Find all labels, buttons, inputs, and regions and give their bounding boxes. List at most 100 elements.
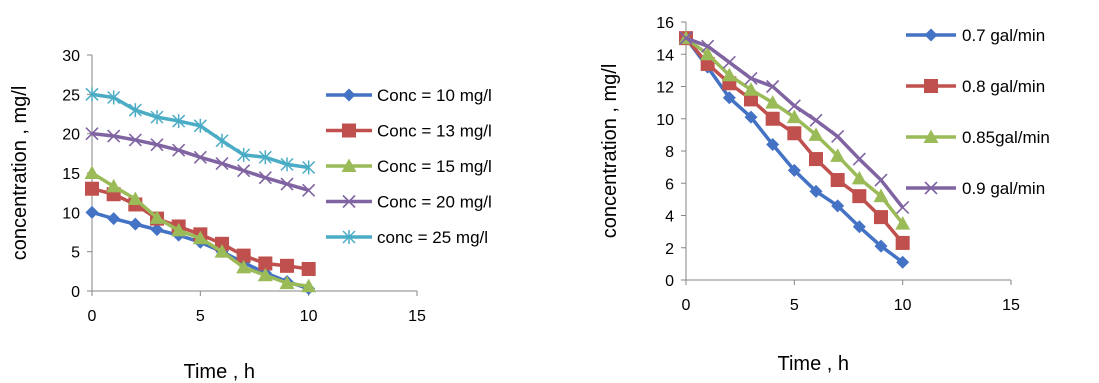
data-point bbox=[280, 157, 294, 172]
data-point bbox=[257, 267, 273, 282]
series-2 bbox=[84, 165, 317, 293]
data-point bbox=[150, 110, 164, 125]
legend-marker bbox=[924, 181, 938, 195]
data-point bbox=[237, 147, 251, 162]
y-tick-label: 2 bbox=[665, 241, 674, 258]
data-point bbox=[809, 113, 823, 127]
data-point bbox=[744, 110, 758, 124]
data-point bbox=[172, 143, 186, 157]
data-point bbox=[215, 156, 229, 171]
data-point bbox=[215, 236, 229, 251]
y-tick-label: 4 bbox=[665, 209, 674, 226]
legend-entry: 0.7 gal/min bbox=[906, 26, 1045, 45]
data-point bbox=[786, 109, 802, 124]
x-tick-label: 15 bbox=[1002, 297, 1020, 314]
data-point bbox=[85, 181, 99, 196]
data-point bbox=[765, 95, 781, 109]
data-point bbox=[193, 118, 207, 133]
data-point bbox=[85, 205, 99, 219]
legend-marker bbox=[923, 129, 939, 143]
data-point bbox=[280, 258, 294, 273]
data-point bbox=[214, 244, 230, 258]
data-point bbox=[236, 259, 252, 274]
data-point bbox=[280, 177, 294, 191]
legend-marker bbox=[342, 123, 356, 138]
data-point bbox=[258, 256, 273, 271]
y-tick-label: 12 bbox=[656, 80, 674, 97]
data-point bbox=[896, 200, 910, 215]
data-point bbox=[765, 111, 780, 126]
data-point bbox=[279, 275, 295, 290]
data-point bbox=[128, 217, 142, 231]
data-point bbox=[787, 163, 801, 177]
data-point bbox=[128, 103, 142, 118]
data-point bbox=[84, 165, 100, 179]
x-tick-label: 15 bbox=[408, 308, 426, 325]
data-point bbox=[766, 79, 780, 94]
data-point bbox=[831, 199, 845, 213]
legend-label: 0.7 gal/min bbox=[962, 26, 1045, 45]
data-point bbox=[679, 31, 693, 45]
data-point bbox=[787, 99, 801, 113]
data-point bbox=[851, 170, 867, 185]
data-point bbox=[744, 92, 758, 107]
y-tick-label: 30 bbox=[62, 48, 80, 65]
x-axis-title: Time , h bbox=[184, 361, 256, 383]
y-tick-label: 10 bbox=[62, 205, 80, 222]
y-tick-label: 16 bbox=[656, 15, 674, 32]
y-tick-label: 14 bbox=[656, 47, 674, 64]
data-point bbox=[852, 220, 866, 234]
data-point bbox=[722, 55, 736, 69]
data-point bbox=[302, 160, 316, 175]
data-point bbox=[830, 148, 846, 162]
y-tick-label: 0 bbox=[665, 273, 674, 290]
data-point bbox=[874, 239, 888, 253]
legend-entry: Conc = 13 mg/l bbox=[326, 122, 492, 141]
legend-label: Conc = 13 mg/l bbox=[377, 122, 492, 141]
data-point bbox=[85, 127, 99, 141]
data-point bbox=[236, 248, 251, 263]
y-tick-label: 5 bbox=[71, 245, 80, 262]
x-tick-label: 10 bbox=[300, 308, 318, 325]
data-point bbox=[874, 173, 888, 187]
data-point bbox=[873, 188, 889, 203]
data-point bbox=[172, 114, 186, 129]
data-point bbox=[107, 212, 121, 226]
series-1 bbox=[85, 181, 316, 276]
data-point bbox=[258, 171, 272, 185]
legend-entry: 0.8 gal/min bbox=[906, 77, 1045, 96]
data-point bbox=[700, 46, 716, 61]
data-point bbox=[85, 87, 99, 102]
series-3 bbox=[85, 127, 316, 197]
data-point bbox=[808, 127, 824, 141]
legend-entry: Conc = 15 mg/l bbox=[326, 157, 492, 176]
x-tick-label: 0 bbox=[88, 308, 97, 325]
data-point bbox=[127, 191, 143, 205]
x-tick-label: 5 bbox=[790, 297, 799, 314]
chart-left: 0 5 10 15 20 25 30 0 5 10 15 Time , h concentration … bbox=[9, 48, 492, 383]
legend-entry: 0.85gal/min bbox=[906, 128, 1050, 147]
y-tick-label: 15 bbox=[62, 166, 80, 183]
data-point bbox=[107, 90, 121, 105]
y-tick-label: 0 bbox=[71, 284, 80, 301]
data-point bbox=[150, 223, 164, 237]
legend-entry: 0.9 gal/min bbox=[906, 179, 1045, 198]
legend-marker bbox=[924, 28, 938, 42]
data-point bbox=[830, 173, 845, 188]
y-axis-title: concentration , mg/l bbox=[9, 86, 31, 261]
data-point bbox=[743, 82, 759, 96]
legend-entry: conc = 25 mg/l bbox=[326, 228, 488, 247]
data-point bbox=[700, 56, 715, 71]
data-point bbox=[895, 235, 910, 250]
y-tick-label: 10 bbox=[656, 112, 674, 129]
y-tick-label: 8 bbox=[665, 144, 674, 161]
legend-entry: Conc = 20 mg/l bbox=[326, 193, 492, 212]
x-axis-title: Time , h bbox=[778, 353, 850, 375]
legend-label: 0.85gal/min bbox=[962, 128, 1050, 147]
legend-marker bbox=[341, 158, 357, 172]
series-3 bbox=[679, 31, 910, 215]
data-point bbox=[128, 133, 142, 147]
x-tick-label: 10 bbox=[894, 297, 912, 314]
data-point bbox=[766, 138, 780, 152]
